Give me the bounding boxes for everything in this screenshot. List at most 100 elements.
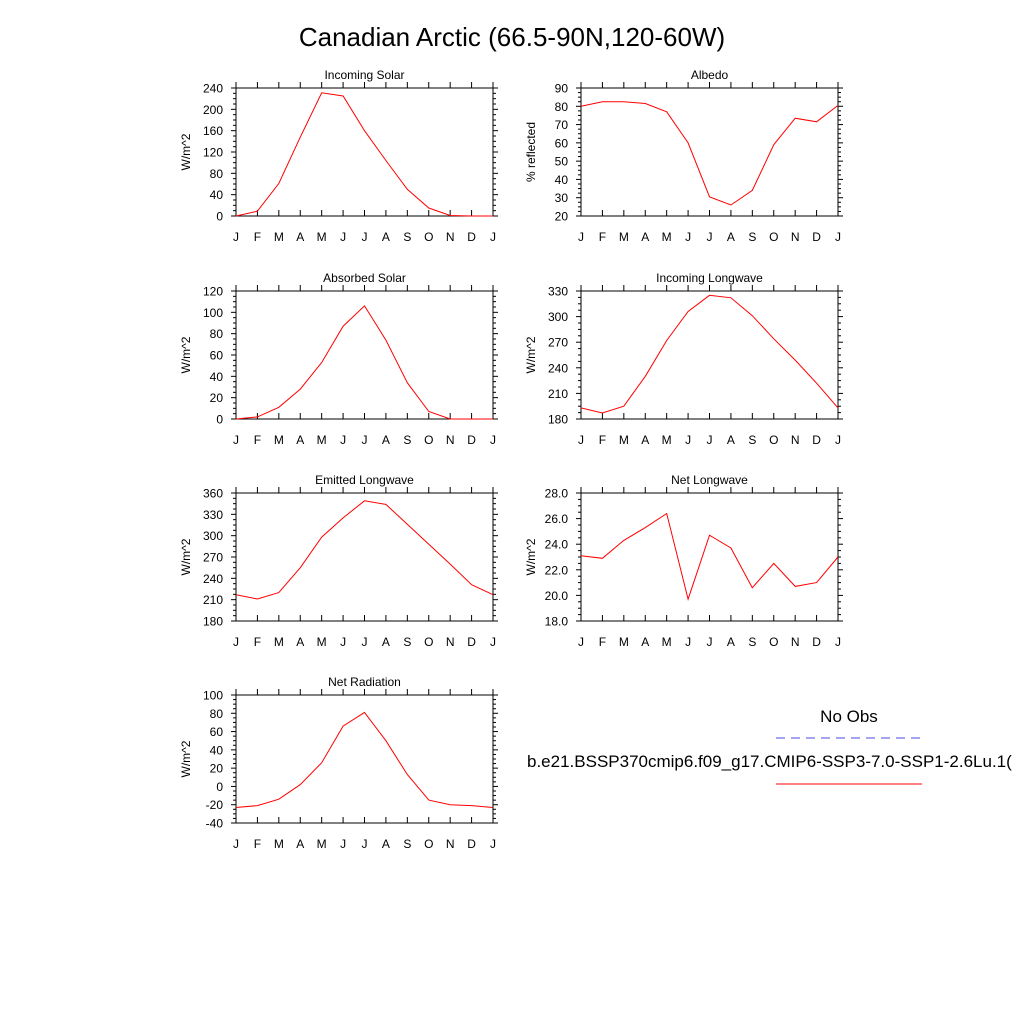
- x-tick-label: J: [578, 433, 584, 447]
- y-tick-label: 180: [203, 615, 223, 629]
- x-tick-label: S: [403, 635, 411, 649]
- y-tick-label: 50: [555, 155, 569, 169]
- x-tick-label: O: [769, 230, 778, 244]
- x-tick-label: J: [685, 230, 691, 244]
- y-tick-label: 20: [210, 391, 224, 405]
- x-tick-label: J: [685, 635, 691, 649]
- y-tick-label: 80: [210, 707, 224, 721]
- y-tick-label: 18.0: [545, 615, 569, 629]
- series-line: [235, 305, 493, 420]
- y-tick-label: 30: [555, 191, 569, 205]
- x-tick-label: A: [296, 433, 304, 447]
- chart-title: Incoming Longwave: [656, 271, 763, 285]
- x-tick-label: A: [382, 230, 390, 244]
- x-tick-label: N: [791, 433, 800, 447]
- x-tick-label: M: [662, 230, 672, 244]
- y-tick-label: 100: [203, 306, 223, 320]
- x-tick-label: A: [641, 635, 649, 649]
- x-tick-label: J: [685, 433, 691, 447]
- x-tick-label: J: [233, 433, 239, 447]
- x-tick-label: F: [254, 635, 261, 649]
- x-tick-label: A: [727, 433, 735, 447]
- plot-frame: [580, 492, 839, 622]
- y-tick-label: 270: [203, 551, 223, 565]
- chart-panel: Incoming Longwave W/m^2 180 210 240 270 300 330…: [524, 271, 843, 447]
- x-tick-label: J: [835, 433, 841, 447]
- x-tick-label: F: [254, 837, 261, 851]
- x-tick-label: O: [424, 635, 433, 649]
- chart-title: Incoming Solar: [324, 68, 404, 82]
- x-tick-label: D: [812, 230, 821, 244]
- y-axis-label: W/m^2: [179, 538, 193, 575]
- x-tick-label: M: [274, 230, 284, 244]
- x-tick-label: O: [769, 635, 778, 649]
- y-tick-label: 120: [203, 146, 223, 160]
- y-tick-label: 40: [210, 188, 224, 202]
- x-tick-label: J: [707, 433, 713, 447]
- y-axis-label: W/m^2: [179, 133, 193, 170]
- x-tick-label: J: [707, 635, 713, 649]
- y-tick-label: 180: [548, 413, 568, 427]
- x-tick-label: M: [274, 635, 284, 649]
- y-tick-label: 360: [203, 487, 223, 501]
- x-tick-label: J: [340, 433, 346, 447]
- x-tick-label: J: [362, 230, 368, 244]
- x-tick-label: J: [233, 837, 239, 851]
- series-line: [235, 92, 493, 217]
- y-tick-label: 300: [548, 310, 568, 324]
- x-tick-label: A: [382, 635, 390, 649]
- x-tick-label: N: [446, 230, 455, 244]
- x-tick-label: J: [835, 635, 841, 649]
- chart-panel: Net Longwave W/m^2 18.0 20.0 22.0 24.0 26.0 28.…: [524, 473, 843, 649]
- plot-frame: [235, 694, 494, 824]
- x-tick-label: O: [424, 230, 433, 244]
- x-tick-label: N: [791, 230, 800, 244]
- x-tick-label: J: [340, 837, 346, 851]
- x-tick-label: M: [619, 635, 629, 649]
- y-tick-label: 330: [548, 285, 568, 299]
- series-line: [580, 101, 839, 206]
- x-tick-label: N: [446, 837, 455, 851]
- x-tick-label: O: [769, 433, 778, 447]
- y-tick-label: 28.0: [545, 487, 569, 501]
- series-line: [235, 711, 494, 808]
- x-tick-label: J: [340, 635, 346, 649]
- y-tick-label: 70: [555, 118, 569, 132]
- plot-frame: [235, 87, 494, 217]
- y-tick-label: 80: [210, 167, 224, 181]
- y-tick-label: 20: [555, 210, 569, 224]
- x-tick-label: A: [641, 433, 649, 447]
- y-axis-label: W/m^2: [179, 336, 193, 373]
- y-tick-label: 210: [548, 387, 568, 401]
- x-tick-label: F: [599, 230, 606, 244]
- y-tick-label: 0: [216, 413, 223, 427]
- series-line: [235, 500, 494, 600]
- x-tick-label: D: [467, 635, 476, 649]
- series-line: [580, 294, 839, 414]
- y-tick-label: 60: [210, 725, 224, 739]
- y-tick-label: 100: [203, 689, 223, 703]
- x-tick-label: M: [317, 635, 327, 649]
- figure-title: Canadian Arctic (66.5-90N,120-60W): [299, 22, 725, 52]
- x-tick-label: F: [254, 230, 261, 244]
- x-tick-label: D: [467, 230, 476, 244]
- plot-frame: [580, 290, 839, 420]
- x-tick-label: A: [296, 230, 304, 244]
- x-tick-label: J: [490, 837, 496, 851]
- x-tick-label: M: [662, 433, 672, 447]
- x-tick-label: F: [599, 635, 606, 649]
- y-tick-label: -20: [206, 798, 224, 812]
- y-tick-label: 240: [548, 361, 568, 375]
- y-tick-label: 22.0: [545, 563, 569, 577]
- y-tick-label: 330: [203, 508, 223, 522]
- x-tick-label: M: [317, 837, 327, 851]
- x-tick-label: N: [446, 635, 455, 649]
- y-tick-label: 26.0: [545, 512, 569, 526]
- y-tick-label: 80: [210, 327, 224, 341]
- x-tick-label: J: [490, 230, 496, 244]
- y-tick-label: 300: [203, 529, 223, 543]
- x-tick-label: J: [578, 635, 584, 649]
- chart-title: Absorbed Solar: [323, 271, 406, 285]
- y-tick-label: -40: [206, 817, 224, 831]
- y-tick-label: 40: [555, 173, 569, 187]
